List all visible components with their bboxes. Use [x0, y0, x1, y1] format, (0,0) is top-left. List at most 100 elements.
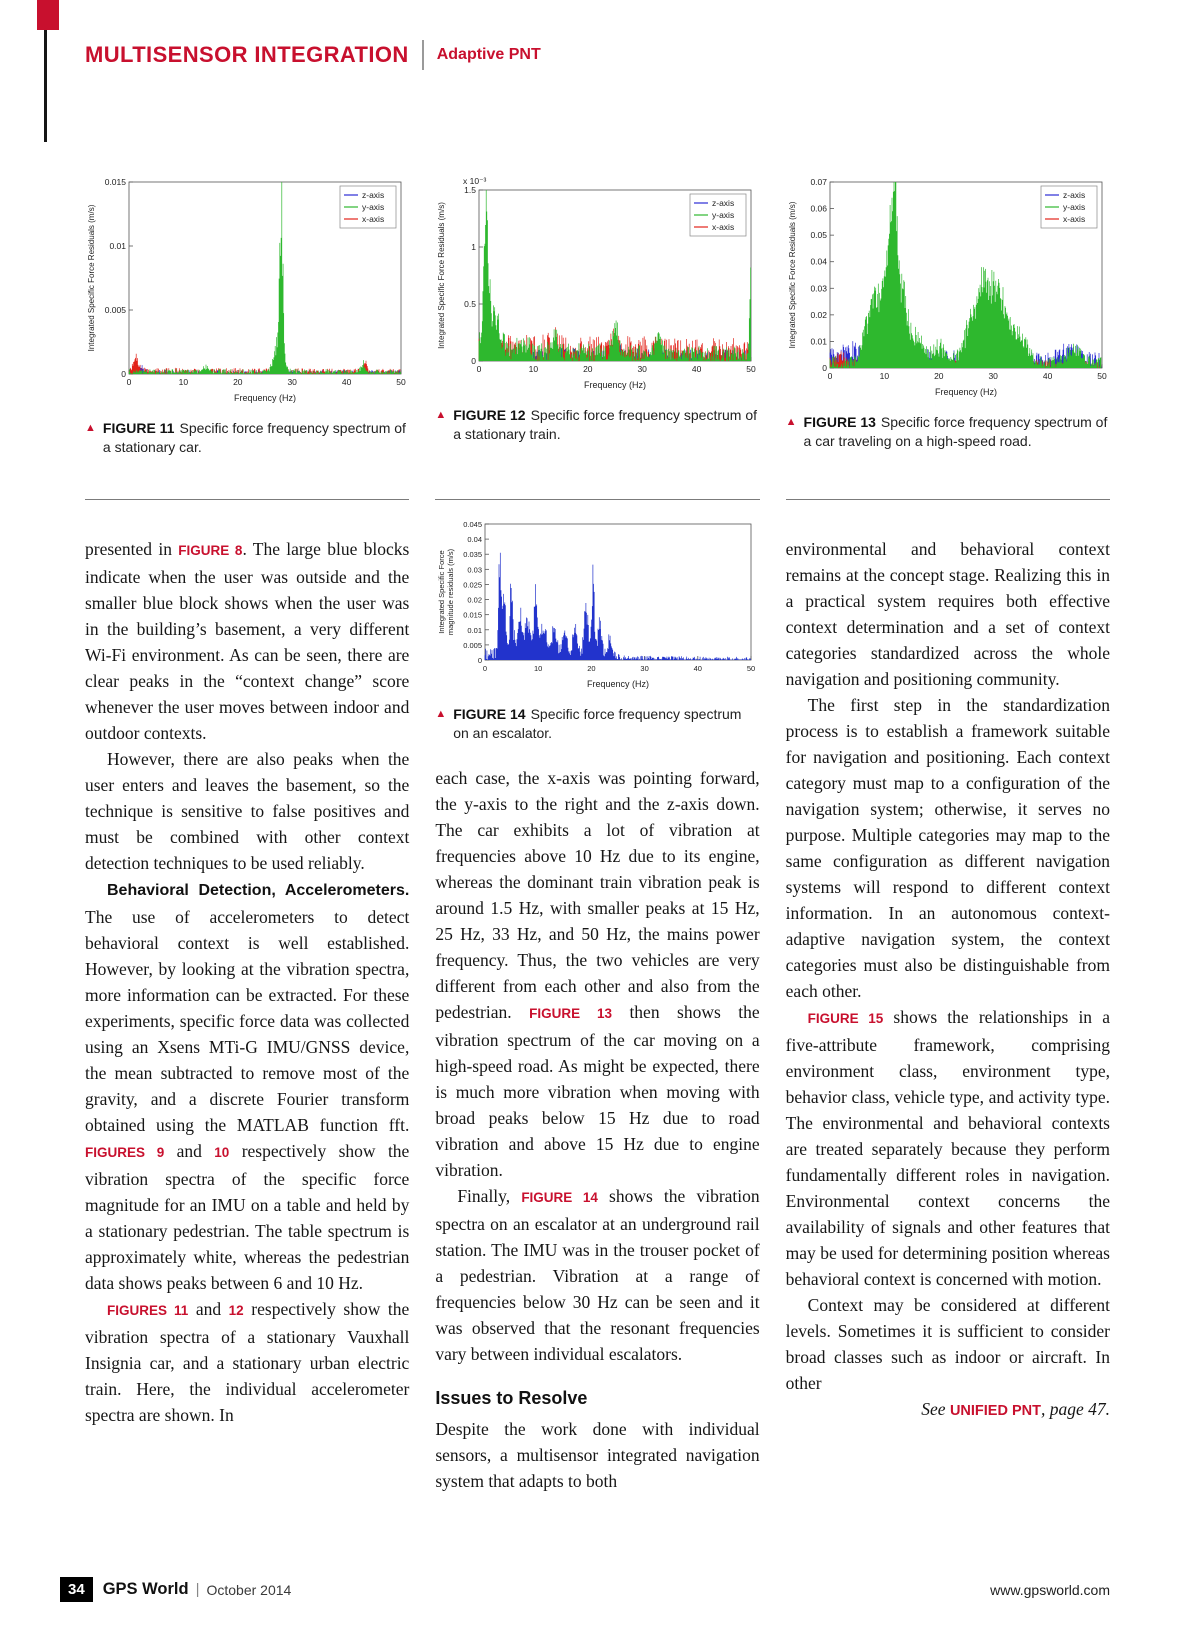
svg-text:0.02: 0.02 [810, 310, 827, 320]
svg-text:0: 0 [822, 363, 827, 373]
column-left-text: presented in FIGURE 8. The large blue bl… [85, 536, 409, 1428]
header-divider [421, 40, 424, 70]
caption-triangle-icon: ▲ [785, 416, 797, 428]
figure-12-svg: 0 10 20 30 40 50 0 0.5 1 1.5 Frequency (Hz) Integra… [437, 176, 757, 390]
paragraph: Context may be considered at different l… [785, 1295, 1110, 1393]
svg-text:40: 40 [1043, 371, 1053, 381]
svg-text:50: 50 [396, 377, 406, 387]
paragraph: FIGURES 11 and 12 respectively show the … [85, 1299, 410, 1425]
svg-text:0.01: 0.01 [810, 336, 827, 346]
figure-11-caption: ▲ FIGURE 11 Specific force frequency spec… [85, 419, 409, 457]
svg-text:x-axis: x-axis [712, 222, 734, 232]
svg-text:0.06: 0.06 [810, 204, 827, 214]
paragraph: The first step in the standardization pr… [785, 695, 1110, 1001]
see-also-line: See UNIFIED PNT, page 47. [921, 1399, 1110, 1419]
column-right-rule [785, 499, 1110, 500]
figure-14-chart: 0 10 20 30 40 50 0 0.005 0.01 0.015 0.02 0.025 0.03 0… [435, 510, 759, 692]
svg-text:y-axis: y-axis [712, 210, 734, 220]
paragraph: FIGURE 15 shows the relationships in a f… [785, 1007, 1110, 1289]
caption-triangle-icon: ▲ [435, 409, 447, 421]
svg-text:0.03: 0.03 [810, 283, 827, 293]
paragraph: presented in FIGURE 8. The large blue bl… [85, 539, 410, 743]
paragraph: environmental and behavioral context rem… [785, 539, 1110, 689]
svg-text:z-axis: z-axis [1063, 190, 1085, 200]
svg-text:0.005: 0.005 [105, 305, 127, 315]
svg-text:10: 10 [879, 371, 889, 381]
article-body: 0 10 20 30 40 50 0 0.005 0.01 0.015 Frequency (Hz)… [85, 168, 1110, 1494]
svg-text:30: 30 [638, 364, 648, 374]
page-header: MULTISENSOR INTEGRATION Adaptive PNT [85, 40, 541, 70]
figure-13-svg: 0 10 20 30 40 50 0 0.01 0.02 0.03 0.04 0.05 0.06 0.07… [788, 177, 1107, 397]
column-left-rule [85, 499, 410, 500]
figure-12-label: FIGURE 12 [453, 407, 526, 423]
svg-text:0.04: 0.04 [810, 257, 827, 267]
svg-text:40: 40 [694, 664, 702, 673]
svg-text:50: 50 [747, 664, 755, 673]
column-middle: 0 10 20 30 40 50 0 0.5 1 1.5 Frequency (Hz) Integra… [435, 168, 760, 1494]
svg-text:0.5: 0.5 [465, 299, 477, 309]
svg-text:Frequency (Hz): Frequency (Hz) [584, 380, 646, 390]
column-middle-rule [435, 499, 760, 500]
figure-13-chart: 0 10 20 30 40 50 0 0.01 0.02 0.03 0.04 0.05 0.06 0.07… [786, 168, 1110, 400]
svg-text:0: 0 [477, 364, 482, 374]
svg-text:10: 10 [179, 377, 189, 387]
issue-date: October 2014 [206, 1581, 292, 1598]
svg-text:y-axis: y-axis [1063, 202, 1085, 212]
svg-text:magnitude residuals (m/s): magnitude residuals (m/s) [446, 548, 455, 635]
figure-14-svg: 0 10 20 30 40 50 0 0.005 0.01 0.015 0.02 0.025 0.03 0… [437, 520, 755, 689]
figure-11-label: FIGURE 11 [102, 420, 175, 436]
footer-separator: | [195, 1581, 200, 1598]
svg-text:0: 0 [127, 377, 132, 387]
svg-text:Frequency (Hz): Frequency (Hz) [234, 393, 296, 403]
svg-text:Integrated Specific Force Resi: Integrated Specific Force Residuals (m/s… [87, 204, 96, 351]
figure-12: 0 10 20 30 40 50 0 0.5 1 1.5 Frequency (Hz) Integra… [435, 168, 760, 500]
page-footer: 34 GPS World | October 2014 www.gpsworld… [60, 1577, 1110, 1602]
subheading: Issues to Resolve [435, 1388, 588, 1408]
svg-text:Integrated Specific Force Resi: Integrated Specific Force Residuals (m/s… [788, 201, 797, 348]
svg-text:0.045: 0.045 [464, 520, 483, 529]
figure-11: 0 10 20 30 40 50 0 0.005 0.01 0.015 Frequency (Hz)… [85, 168, 410, 500]
figure-13-label: FIGURE 13 [803, 414, 876, 430]
svg-text:40: 40 [692, 364, 702, 374]
svg-text:30: 30 [287, 377, 297, 387]
corner-mark-red [37, 0, 59, 30]
figure-12-caption-text: FIGURE 12 Specific force frequency spectr… [453, 407, 758, 442]
figure-11-caption-text: FIGURE 11 Specific force frequency spectr… [102, 420, 406, 455]
svg-text:Integrated Specific Force Resi: Integrated Specific Force Residuals (m/s… [437, 202, 446, 349]
column-left: 0 10 20 30 40 50 0 0.005 0.01 0.015 Frequency (Hz)… [85, 168, 409, 1494]
svg-text:0.015: 0.015 [105, 177, 127, 187]
column-right-text: environmental and behavioral context rem… [786, 536, 1110, 1424]
figure-11-chart: 0 10 20 30 40 50 0 0.005 0.01 0.015 Frequency (Hz)… [85, 168, 409, 406]
svg-text:Frequency (Hz): Frequency (Hz) [587, 679, 649, 689]
svg-text:1.5: 1.5 [465, 185, 477, 195]
svg-text:40: 40 [342, 377, 352, 387]
svg-text:0: 0 [472, 356, 477, 366]
svg-text:x-axis: x-axis [1063, 214, 1085, 224]
svg-text:0.04: 0.04 [468, 535, 483, 544]
figure-14-caption: ▲ FIGURE 14 Specific force frequency spec… [435, 705, 759, 743]
column-middle-text: each case, the x-axis was pointing forwa… [435, 765, 759, 1494]
svg-text:20: 20 [583, 364, 593, 374]
svg-text:0: 0 [478, 656, 482, 665]
svg-text:20: 20 [934, 371, 944, 381]
svg-text:50: 50 [1097, 371, 1107, 381]
figure-14: 0 10 20 30 40 50 0 0.005 0.01 0.015 0.02 0.025 0.03 0… [435, 510, 759, 743]
svg-text:0.01: 0.01 [468, 626, 483, 635]
svg-text:10: 10 [534, 664, 542, 673]
corner-mark-line [44, 0, 47, 142]
caption-triangle-icon: ▲ [435, 708, 447, 720]
svg-text:0.005: 0.005 [464, 641, 483, 650]
svg-text:0.015: 0.015 [464, 611, 483, 620]
svg-text:x 10⁻³: x 10⁻³ [463, 176, 487, 186]
svg-text:20: 20 [588, 664, 596, 673]
svg-text:Frequency (Hz): Frequency (Hz) [935, 387, 997, 397]
svg-text:50: 50 [747, 364, 757, 374]
paragraph: However, there are also peaks when the u… [85, 749, 410, 873]
section-subtitle: Adaptive PNT [436, 46, 541, 63]
paragraph: each case, the x-axis was pointing forwa… [435, 768, 760, 1180]
page-number: 34 [60, 1577, 93, 1602]
svg-text:0.05: 0.05 [810, 230, 827, 240]
svg-text:Integrated Specific Force: Integrated Specific Force [437, 550, 446, 633]
paragraph: Behavioral Detection, Accelerometers. Th… [85, 882, 410, 1293]
